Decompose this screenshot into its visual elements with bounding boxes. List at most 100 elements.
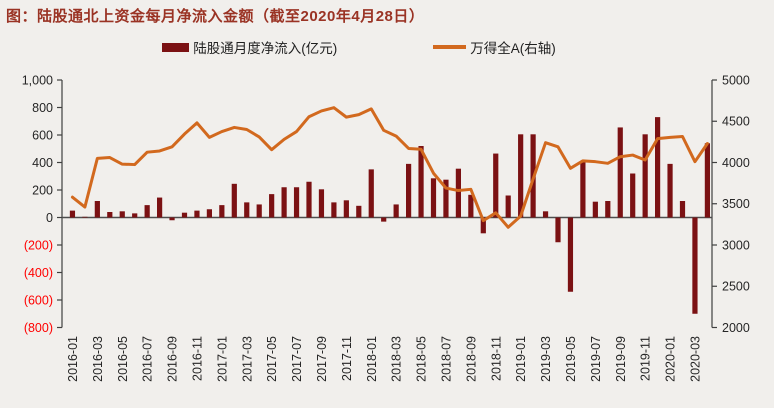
bar-2018-01 bbox=[368, 169, 374, 218]
bar-series-swatch bbox=[162, 42, 190, 52]
bar-2017-05 bbox=[269, 194, 275, 218]
bar-2017-03 bbox=[244, 202, 250, 218]
svg-text:2018-05: 2018-05 bbox=[415, 336, 429, 382]
svg-text:2019-11: 2019-11 bbox=[639, 336, 653, 381]
legend: 陆股通月度净流入(亿元) 万得全A(右轴) bbox=[0, 37, 746, 57]
svg-text:1,000: 1,000 bbox=[22, 73, 53, 87]
svg-text:2018-03: 2018-03 bbox=[390, 336, 404, 382]
bar-2016-02 bbox=[82, 216, 88, 218]
svg-text:2017-05: 2017-05 bbox=[265, 336, 279, 382]
line-series-swatch bbox=[433, 45, 467, 49]
svg-text:2016-09: 2016-09 bbox=[166, 336, 180, 382]
svg-text:2019-05: 2019-05 bbox=[564, 336, 578, 382]
bar-2018-06 bbox=[430, 178, 437, 218]
svg-text:3000: 3000 bbox=[722, 238, 750, 252]
bar-2017-12 bbox=[356, 205, 362, 218]
bar-2018-08 bbox=[455, 168, 461, 218]
bar-2017-04 bbox=[256, 204, 262, 218]
bar-2019-12 bbox=[655, 117, 661, 218]
bar-2016-09 bbox=[169, 217, 175, 221]
bar-2016-07 bbox=[144, 205, 150, 218]
svg-text:0: 0 bbox=[46, 211, 53, 225]
svg-text:(400): (400) bbox=[24, 266, 53, 280]
svg-text:2017-01: 2017-01 bbox=[215, 336, 229, 382]
svg-text:2019-09: 2019-09 bbox=[614, 336, 628, 382]
svg-text:2019-03: 2019-03 bbox=[539, 336, 553, 382]
svg-text:2016-03: 2016-03 bbox=[91, 336, 105, 382]
bar-2019-06 bbox=[580, 161, 586, 218]
legend-item-line-series: 万得全A(右轴) bbox=[433, 37, 556, 57]
svg-text:2016-11: 2016-11 bbox=[190, 336, 204, 381]
svg-text:2020-01: 2020-01 bbox=[664, 336, 678, 382]
bar-2018-12 bbox=[505, 195, 511, 218]
svg-text:(200): (200) bbox=[24, 238, 53, 252]
bar-2018-11 bbox=[493, 153, 499, 218]
svg-text:400: 400 bbox=[32, 156, 53, 170]
right-axis-labels: 5000 4500 4000 3500 3000 2500 2000 bbox=[712, 73, 750, 335]
bar-2018-03 bbox=[393, 204, 399, 218]
bar-series bbox=[69, 117, 710, 314]
line-series-label: 万得全A(右轴) bbox=[470, 41, 556, 56]
svg-text:(600): (600) bbox=[24, 293, 53, 307]
bar-2019-04 bbox=[555, 217, 561, 243]
svg-text:2019-07: 2019-07 bbox=[589, 336, 603, 382]
bar-2016-04 bbox=[107, 212, 113, 218]
svg-text:2019-01: 2019-01 bbox=[514, 336, 528, 382]
bar-2017-09 bbox=[318, 189, 325, 218]
bar-2019-07 bbox=[592, 201, 598, 218]
svg-text:2017-09: 2017-09 bbox=[315, 336, 329, 382]
bar-2019-03 bbox=[542, 211, 549, 218]
bar-2016-08 bbox=[157, 197, 163, 218]
bar-2017-06 bbox=[281, 187, 287, 218]
bar-2018-09 bbox=[468, 194, 474, 218]
bar-2020-01 bbox=[667, 163, 673, 218]
svg-text:2016-07: 2016-07 bbox=[141, 336, 155, 382]
svg-text:2500: 2500 bbox=[722, 280, 750, 294]
index-line bbox=[70, 106, 709, 229]
bar-2016-12 bbox=[206, 209, 212, 218]
svg-text:2018-09: 2018-09 bbox=[464, 336, 478, 382]
svg-text:2018-01: 2018-01 bbox=[365, 336, 379, 382]
bar-2016-06 bbox=[132, 213, 138, 218]
svg-text:200: 200 bbox=[32, 183, 53, 197]
bar-2018-10 bbox=[480, 217, 486, 234]
svg-text:2017-07: 2017-07 bbox=[290, 336, 304, 382]
svg-text:800: 800 bbox=[32, 101, 53, 115]
bar-2019-05 bbox=[567, 217, 574, 292]
bar-2019-09 bbox=[617, 127, 623, 218]
bar-2016-11 bbox=[194, 210, 200, 218]
bar-2018-05 bbox=[418, 146, 424, 218]
bar-series-label: 陆股通月度净流入(亿元) bbox=[193, 41, 338, 56]
bar-2016-10 bbox=[181, 212, 188, 218]
bar-2017-10 bbox=[331, 202, 337, 218]
svg-text:2000: 2000 bbox=[722, 321, 750, 335]
x-axis-labels: 2016-01 2016-03 2016-05 2016-07 2016-09 2016-… bbox=[66, 336, 703, 382]
svg-text:600: 600 bbox=[32, 128, 53, 142]
svg-text:5000: 5000 bbox=[722, 73, 750, 87]
bar-2017-02 bbox=[231, 183, 237, 218]
svg-text:4500: 4500 bbox=[722, 115, 750, 129]
svg-text:4000: 4000 bbox=[722, 156, 750, 170]
svg-text:2016-01: 2016-01 bbox=[66, 336, 80, 382]
bar-2018-04 bbox=[406, 163, 412, 218]
bar-2020-04 bbox=[704, 143, 710, 218]
bar-2020-02 bbox=[679, 201, 686, 218]
bar-2018-07 bbox=[443, 179, 449, 218]
bar-2017-11 bbox=[343, 200, 349, 218]
bar-2017-07 bbox=[293, 187, 300, 218]
svg-text:2017-11: 2017-11 bbox=[340, 336, 354, 381]
svg-text:(800): (800) bbox=[24, 321, 53, 335]
bar-2017-08 bbox=[306, 181, 312, 218]
bar-2016-03 bbox=[94, 201, 100, 218]
bar-2019-01 bbox=[518, 134, 524, 218]
bar-2017-01 bbox=[219, 205, 225, 218]
svg-text:3500: 3500 bbox=[722, 197, 750, 211]
bar-2016-05 bbox=[119, 211, 125, 218]
svg-text:2018-11: 2018-11 bbox=[489, 336, 503, 381]
bar-2020-03 bbox=[692, 217, 698, 314]
legend-item-bar-series: 陆股通月度净流入(亿元) bbox=[162, 37, 337, 57]
left-axis-labels: 1,000 800 600 400 200 0 (200) (400) (600) (800) bbox=[22, 73, 62, 335]
svg-text:2020-03: 2020-03 bbox=[688, 336, 702, 382]
